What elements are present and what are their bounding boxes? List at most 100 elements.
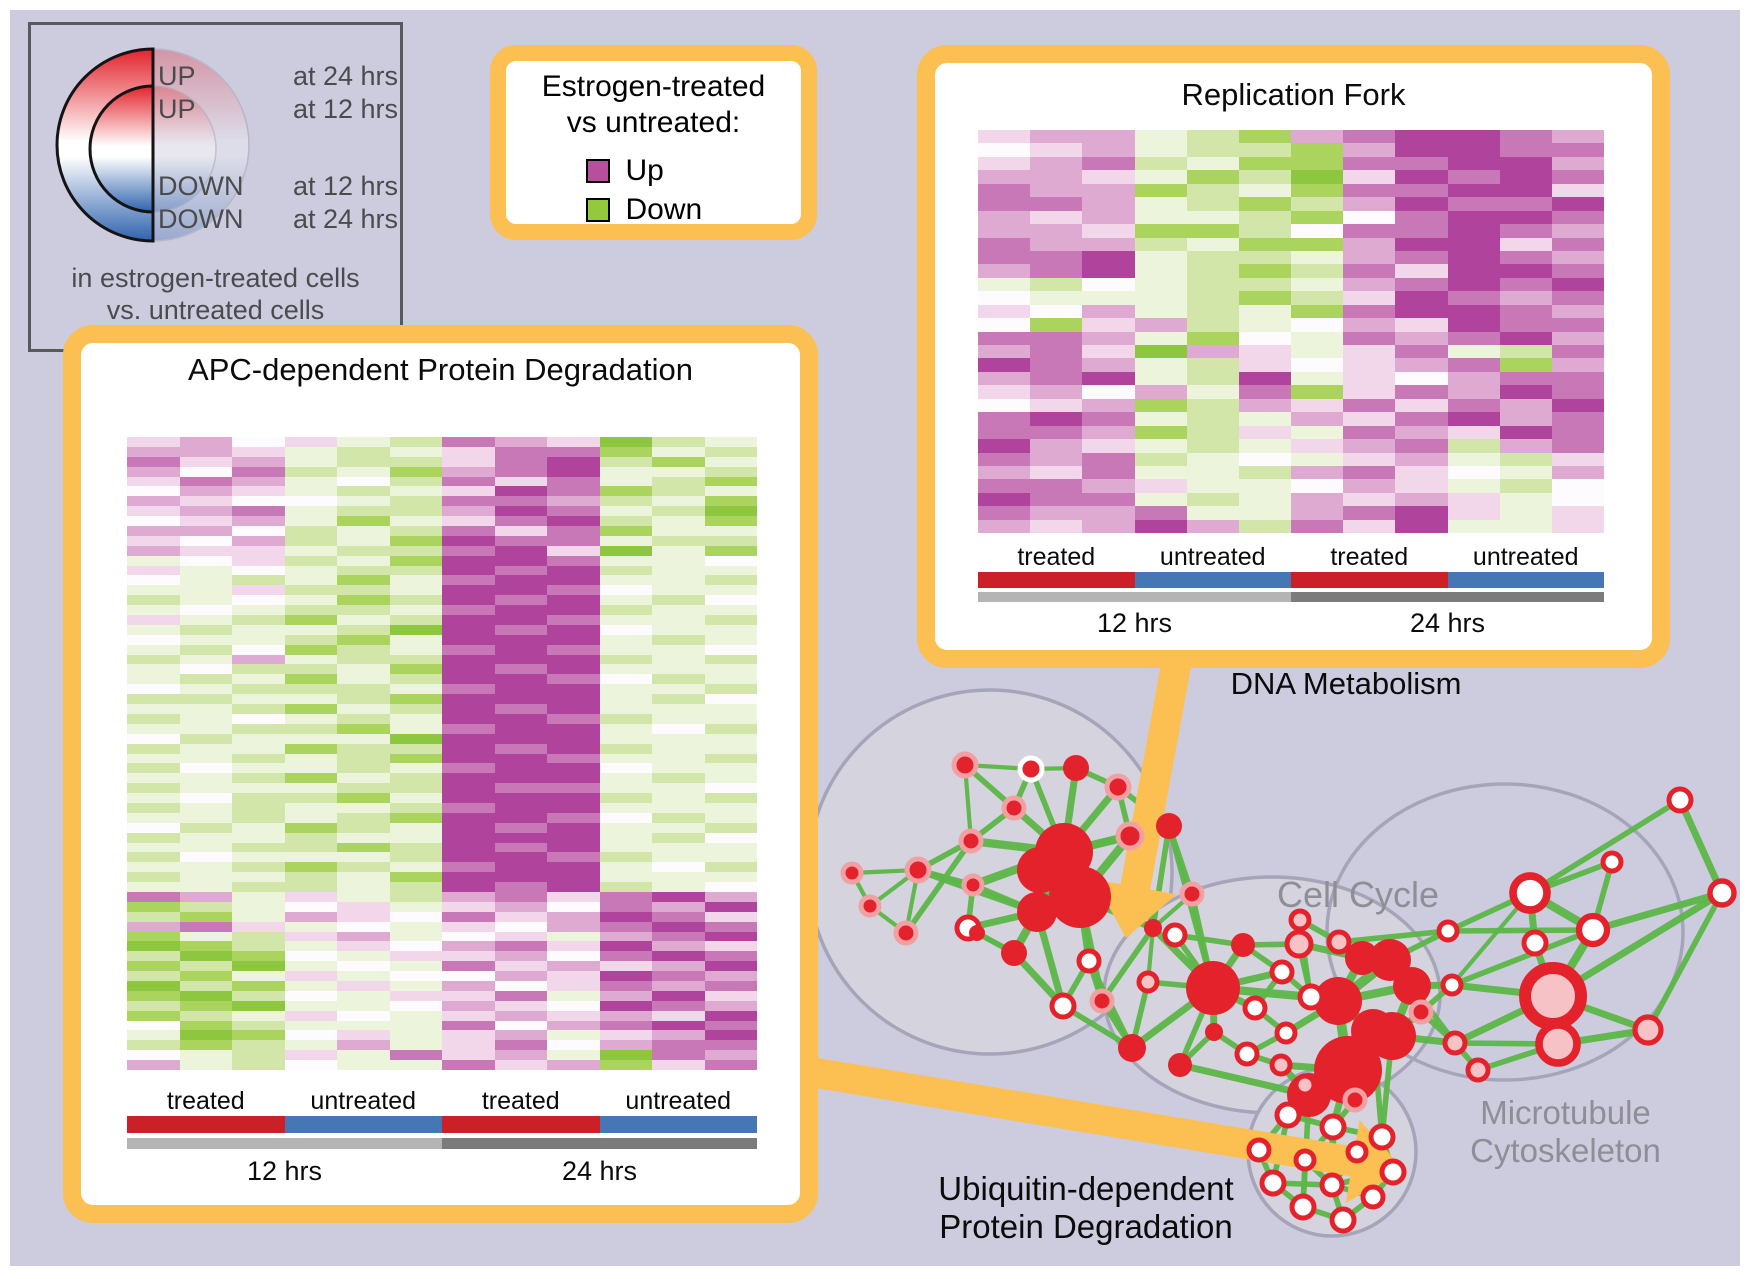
network-node[interactable]: [1168, 1053, 1192, 1077]
network-node[interactable]: [1465, 1057, 1491, 1083]
heatmap-cell: [127, 753, 180, 764]
network-node[interactable]: [1314, 1036, 1382, 1104]
network-node[interactable]: [1297, 983, 1325, 1011]
network-node[interactable]: [1259, 1169, 1287, 1197]
network-node[interactable]: [1242, 995, 1268, 1021]
heatmap-cell: [337, 437, 390, 447]
network-node[interactable]: [893, 920, 919, 946]
network-node[interactable]: [1076, 948, 1102, 974]
heatmap-cell: [599, 832, 652, 843]
heatmap-cell: [599, 1000, 652, 1011]
network-node[interactable]: [1063, 755, 1089, 781]
network-node[interactable]: [1707, 878, 1737, 908]
network-node[interactable]: [1156, 813, 1182, 839]
network-node[interactable]: [1440, 973, 1464, 997]
network-node[interactable]: [1521, 929, 1549, 957]
heatmap-cell: [494, 941, 547, 952]
network-node[interactable]: [1115, 821, 1145, 851]
network-node[interactable]: [1136, 970, 1160, 994]
heatmap-cell: [232, 595, 285, 606]
heatmap-cell: [1030, 358, 1083, 372]
network-node[interactable]: [1519, 962, 1587, 1030]
heatmap-cell: [1291, 358, 1344, 372]
network-node[interactable]: [1049, 866, 1111, 928]
network-node[interactable]: [858, 894, 882, 918]
heatmap-cell: [284, 516, 337, 527]
heatmap-cell: [494, 545, 547, 556]
network-node[interactable]: [1118, 1034, 1146, 1062]
heatmap-cell: [704, 634, 757, 645]
network-node[interactable]: [1293, 1073, 1317, 1097]
network-node[interactable]: [1017, 892, 1057, 932]
heatmap-cell: [1082, 130, 1135, 144]
network-node[interactable]: [1408, 999, 1434, 1025]
network-node[interactable]: [1293, 1148, 1317, 1172]
heatmap-cell: [1238, 210, 1292, 225]
network-node[interactable]: [969, 925, 985, 941]
network-node[interactable]: [1288, 908, 1312, 932]
network-node[interactable]: [840, 861, 864, 885]
network-node[interactable]: [1326, 929, 1352, 955]
network-node[interactable]: [1144, 919, 1162, 937]
network-node[interactable]: [1319, 1113, 1347, 1141]
heatmap-row: [127, 931, 757, 942]
network-node[interactable]: [1600, 850, 1624, 874]
network-node[interactable]: [1089, 988, 1115, 1014]
network-node[interactable]: [1234, 1041, 1260, 1067]
network-node[interactable]: [1345, 1140, 1369, 1164]
network-node[interactable]: [1319, 1172, 1345, 1198]
heatmap-cell: [1447, 304, 1500, 319]
network-node[interactable]: [1329, 1206, 1357, 1234]
network-node[interactable]: [1017, 755, 1045, 783]
network-node[interactable]: [1179, 881, 1205, 907]
heatmap-cell: [704, 911, 757, 922]
heatmap-cell: [1343, 264, 1396, 278]
heatmap-cell: [1343, 506, 1396, 520]
network-node[interactable]: [1360, 1184, 1386, 1210]
network-node[interactable]: [1205, 1023, 1223, 1041]
heatmap-cell: [232, 862, 285, 873]
heatmap-cell: [704, 1010, 757, 1021]
network-node[interactable]: [1001, 940, 1027, 966]
network-node[interactable]: [904, 856, 932, 884]
network-node[interactable]: [1104, 773, 1132, 801]
heatmap-cell: [127, 456, 180, 467]
network-node[interactable]: [1442, 1030, 1468, 1056]
network-node[interactable]: [1269, 959, 1295, 985]
network-node[interactable]: [1186, 961, 1240, 1015]
network-node[interactable]: [961, 873, 985, 897]
network-node[interactable]: [1049, 992, 1077, 1020]
heatmap-cell: [232, 545, 285, 556]
network-node[interactable]: [951, 751, 979, 779]
heatmap-cell: [1238, 197, 1292, 211]
network-node[interactable]: [1001, 795, 1027, 821]
network-node[interactable]: [1575, 912, 1611, 948]
network-node[interactable]: [958, 828, 984, 854]
network-node[interactable]: [1269, 1053, 1293, 1077]
heatmap-cell: [127, 1030, 180, 1041]
network-node[interactable]: [1162, 922, 1188, 948]
network-node[interactable]: [1393, 967, 1431, 1005]
network-node[interactable]: [1368, 1123, 1396, 1151]
network-node[interactable]: [1284, 929, 1314, 959]
network-node[interactable]: [1666, 786, 1694, 814]
network-node[interactable]: [1342, 1087, 1368, 1113]
network-node[interactable]: [1436, 919, 1460, 943]
network-node[interactable]: [1017, 847, 1063, 893]
heatmap-cell: [389, 466, 442, 477]
network-node[interactable]: [1535, 1021, 1581, 1067]
network-node[interactable]: [1379, 1158, 1407, 1186]
heatmap-cell: [337, 971, 390, 981]
network-node[interactable]: [1369, 939, 1411, 981]
network-node[interactable]: [1368, 1012, 1416, 1060]
heatmap-cell: [1551, 224, 1605, 238]
network-node[interactable]: [1509, 872, 1551, 914]
network-node[interactable]: [1289, 1193, 1317, 1221]
network-node[interactable]: [1314, 977, 1362, 1025]
network-node[interactable]: [1246, 1137, 1272, 1163]
network-node[interactable]: [1274, 1101, 1302, 1129]
network-node[interactable]: [1632, 1014, 1664, 1046]
network-node[interactable]: [1274, 1021, 1298, 1045]
network-node[interactable]: [1231, 933, 1255, 957]
